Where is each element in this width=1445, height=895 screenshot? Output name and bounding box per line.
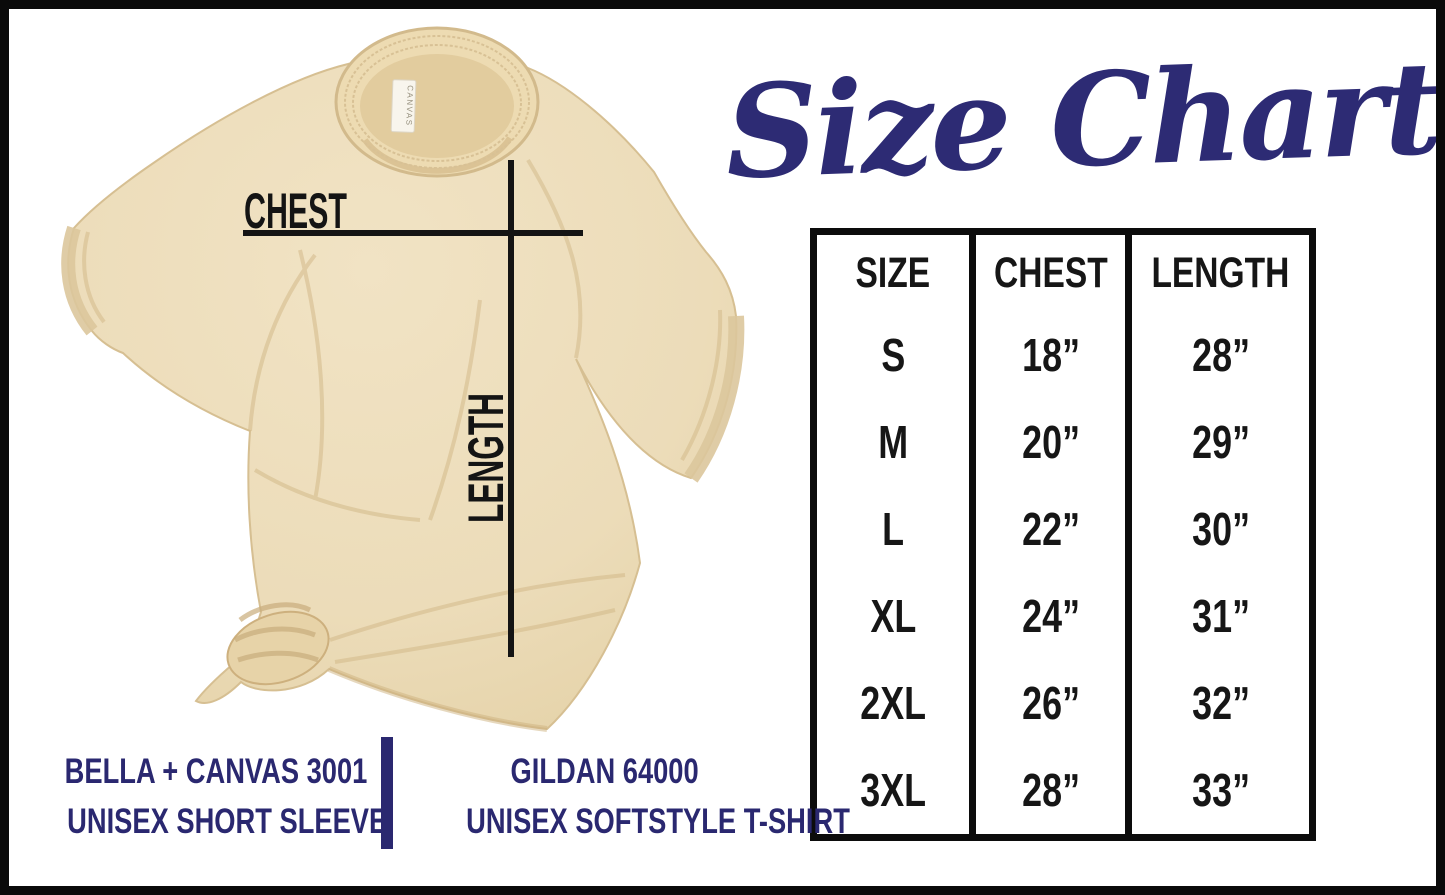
table-cell: 20” [1021,416,1080,469]
brand-line: UNISEX SOFTSTYLE T-SHIRT [466,802,850,841]
brand-line: BELLA + CANVAS 3001 [64,752,368,791]
footer-divider-bar [381,737,393,849]
table-column-length: LENGTH 28” 29” 30” 31” 32” 33” [1125,235,1309,834]
table-cell: 31” [1191,590,1250,643]
size-table: SIZE S M L XL 2XL 3XL CHEST 18” 20” 22” … [810,228,1316,841]
table-cell: XL [870,590,917,643]
table-column-chest: CHEST 18” 20” 22” 24” 26” 28” [969,235,1125,834]
page-title: Size Chart [723,33,1442,208]
table-cell: 3XL [860,764,927,817]
table-cell: 30” [1191,503,1250,556]
table-cell: L [882,503,905,556]
brand-line: UNISEX SHORT SLEEVE [67,802,388,841]
table-header-cell: SIZE [855,248,931,297]
table-cell: 28” [1191,329,1250,382]
table-cell: 22” [1021,503,1080,556]
tshirt-knot [226,602,330,686]
table-header-cell: LENGTH [1151,248,1290,297]
tshirt-photo: CANVAS CHEST LENGTH [61,26,745,732]
brand-bella-canvas: BELLA + CANVAS 3001 UNISEX SHORT SLEEVE [22,750,388,850]
table-cell: 32” [1191,677,1250,730]
left-cuff-roll [61,225,98,336]
table-cell: M [878,416,909,469]
table-cell: 24” [1021,590,1080,643]
table-cell: 29” [1191,416,1250,469]
length-label: LENGTH [458,393,514,523]
table-cell: S [881,329,906,382]
table-cell: 33” [1191,764,1250,817]
table-cell: 18” [1021,329,1080,382]
table-cell: 2XL [860,677,927,730]
measurement-guides: CHEST LENGTH [243,160,583,657]
table-column-size: SIZE S M L XL 2XL 3XL [817,235,969,834]
tshirt-body [61,50,745,732]
neck-tag: CANVAS [390,79,417,133]
table-cell: 26” [1021,677,1080,730]
brand-gildan: GILDAN 64000 UNISEX SOFTSTYLE T-SHIRT [412,750,850,850]
chest-label: CHEST [244,183,347,239]
neck-tag-label: CANVAS [404,85,414,127]
table-header-cell: CHEST [993,248,1108,297]
table-cell: 28” [1021,764,1080,817]
tshirt-collar: CANVAS [334,26,540,178]
right-cuff-roll [684,315,745,483]
brand-line: GILDAN 64000 [510,752,699,791]
fabric-wrinkles [82,158,723,664]
